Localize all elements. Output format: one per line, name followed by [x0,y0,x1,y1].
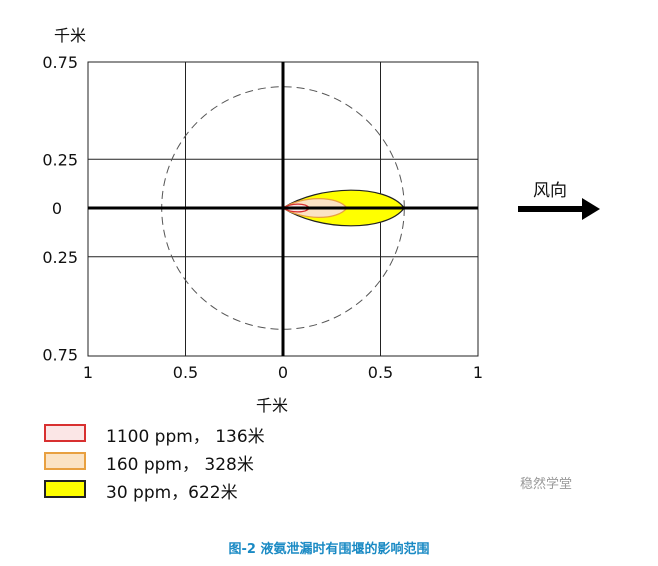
legend-swatch [44,424,86,442]
legend-label: 160 ppm， 328米 [106,455,254,475]
figure-caption: 图-2 液氨泄漏时有围堰的影响范围 [228,542,430,557]
x-tick-label: 1 [83,363,93,382]
y-tick-label: 0 [52,199,62,218]
wind-arrow-icon [518,198,600,220]
x-tick-label: 0.5 [368,363,393,382]
legend-swatch [44,480,86,498]
y-tick-label: 0.25 [42,248,78,267]
y-unit-label: 千米 [54,26,87,45]
y-tick-label: 0.75 [42,345,78,364]
legend-label: 1100 ppm， 136米 [106,427,265,447]
x-unit-label: 千米 [256,396,289,415]
legend-swatch [44,452,86,470]
legend-label: 30 ppm，622米 [106,483,238,503]
y-tick-label: 0.25 [42,150,78,169]
x-tick-label: 1 [473,363,483,382]
x-tick-label: 0 [278,363,288,382]
y-tick-label: 0.75 [42,53,78,72]
wind-label: 风向 [533,181,567,201]
plot: 1 0.5 0 0.5 1 0.75 0.25 0 0.25 0.75 [42,53,483,382]
x-tick-label: 0.5 [173,363,198,382]
watermark: 稳然学堂 [520,477,573,492]
